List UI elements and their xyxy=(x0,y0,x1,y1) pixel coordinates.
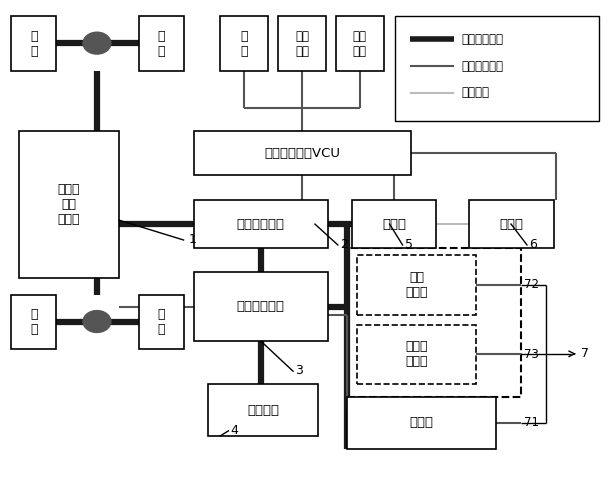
Bar xyxy=(138,294,184,349)
Text: 71: 71 xyxy=(524,416,539,429)
Text: 车
轮: 车 轮 xyxy=(157,308,165,336)
Text: 6: 6 xyxy=(529,238,537,251)
Text: 仪
表: 仪 表 xyxy=(240,30,248,58)
Text: 72: 72 xyxy=(524,278,539,291)
Bar xyxy=(193,200,328,248)
Bar xyxy=(138,16,184,71)
Bar xyxy=(357,255,476,315)
Text: 动力电池: 动力电池 xyxy=(247,403,279,416)
Text: 低压电气连接: 低压电气连接 xyxy=(461,60,503,73)
Ellipse shape xyxy=(83,311,111,333)
Text: 3: 3 xyxy=(295,364,303,377)
Bar xyxy=(395,16,598,120)
Bar xyxy=(20,130,119,278)
Bar xyxy=(347,248,521,397)
Bar xyxy=(193,130,411,175)
Bar xyxy=(209,384,318,436)
Text: 充电桩: 充电桩 xyxy=(409,416,434,429)
Bar xyxy=(12,16,56,71)
Bar xyxy=(347,397,496,449)
Text: 车
轮: 车 轮 xyxy=(157,30,165,58)
Bar xyxy=(278,16,326,71)
Text: 管路连接: 管路连接 xyxy=(461,87,489,99)
Text: 应急
发电机: 应急 发电机 xyxy=(405,271,428,299)
Bar xyxy=(352,200,436,248)
Text: 电池管理系统: 电池管理系统 xyxy=(237,300,285,313)
Ellipse shape xyxy=(83,32,111,54)
Text: 可更换
电池箱: 可更换 电池箱 xyxy=(405,340,428,369)
Bar xyxy=(12,294,56,349)
Text: 油门
踏板: 油门 踏板 xyxy=(295,30,309,58)
Text: 4: 4 xyxy=(231,424,239,437)
Text: 1: 1 xyxy=(188,233,196,246)
Bar xyxy=(469,200,554,248)
Text: 制动
踏板: 制动 踏板 xyxy=(353,30,367,58)
Bar xyxy=(220,16,268,71)
Text: 5: 5 xyxy=(404,238,412,251)
Text: 高压电气连接: 高压电气连接 xyxy=(461,33,503,46)
Bar xyxy=(357,325,476,384)
Text: 车
轮: 车 轮 xyxy=(30,30,37,58)
Bar xyxy=(193,272,328,341)
Text: 车
轮: 车 轮 xyxy=(30,308,37,336)
Text: 2: 2 xyxy=(340,238,348,251)
Text: 7: 7 xyxy=(581,348,589,360)
Text: 新能源
汽车
的底盘: 新能源 汽车 的底盘 xyxy=(58,183,81,226)
Bar xyxy=(336,16,384,71)
Text: 73: 73 xyxy=(524,348,539,361)
Text: 空压机: 空压机 xyxy=(382,217,406,230)
Text: 多合一控制器: 多合一控制器 xyxy=(237,217,285,230)
Text: 储气罐: 储气罐 xyxy=(500,217,523,230)
Text: 整车控制单元VCU: 整车控制单元VCU xyxy=(264,146,340,160)
